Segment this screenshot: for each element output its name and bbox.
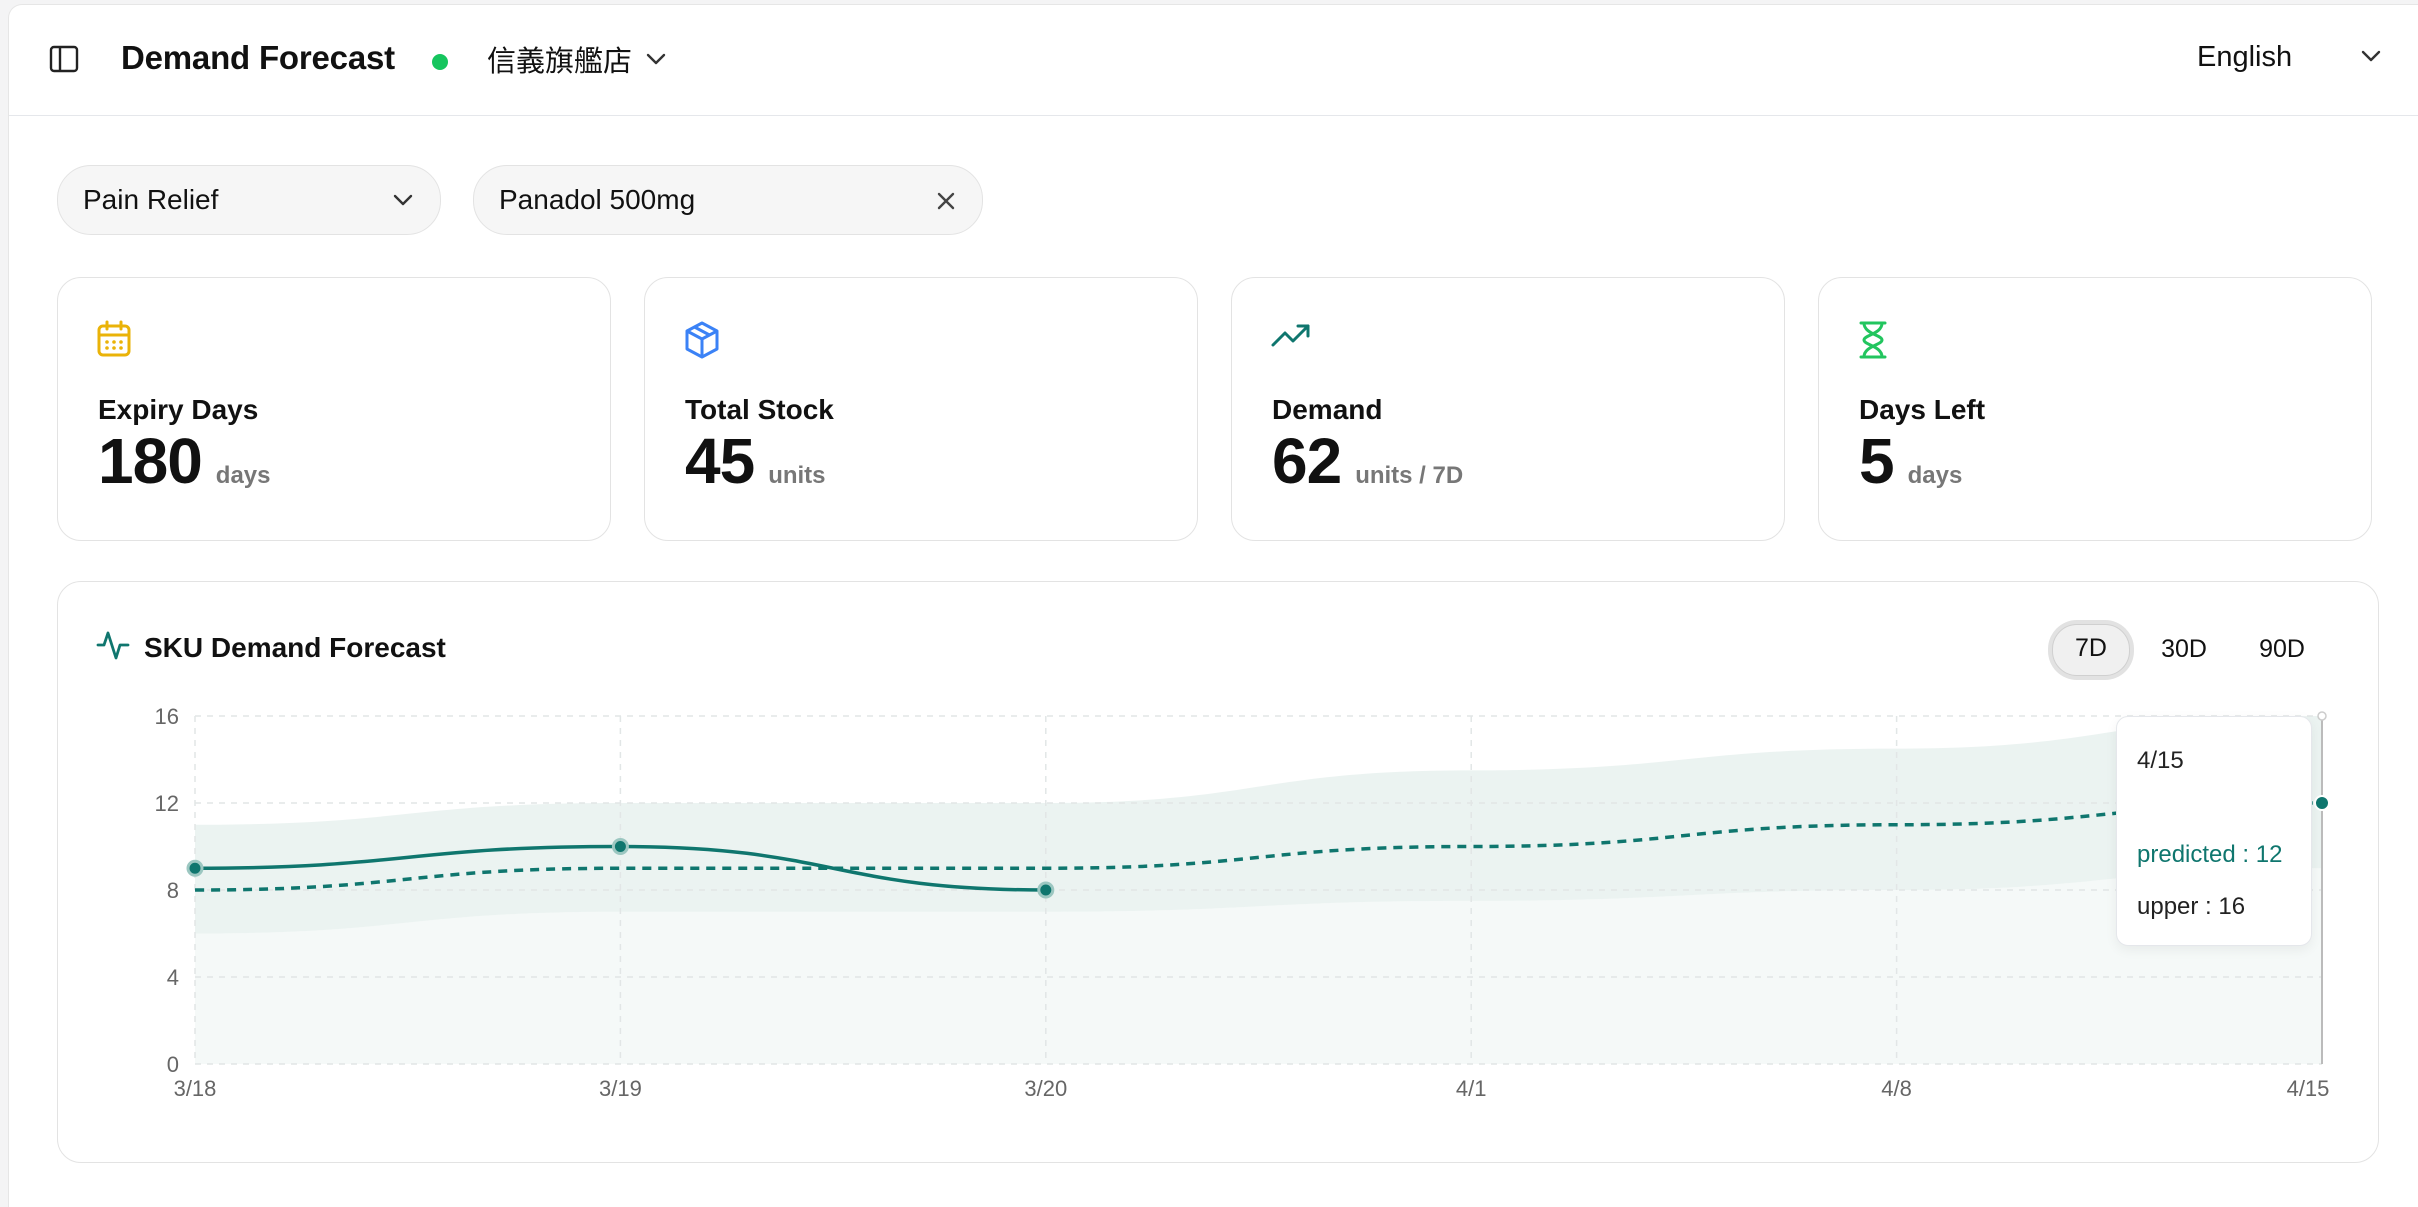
range-90d-button[interactable]: 90D xyxy=(2259,635,2305,663)
y-tick-label: 8 xyxy=(167,878,179,903)
actual-point xyxy=(186,859,204,877)
activity-icon xyxy=(96,628,130,667)
range-30d-button[interactable]: 30D xyxy=(2161,635,2207,663)
stat-card-expiry: Expiry Days 180 days xyxy=(57,277,611,541)
y-tick-label: 16 xyxy=(155,704,179,729)
x-tick-label: 4/8 xyxy=(1881,1076,1912,1101)
actual-point xyxy=(1037,881,1055,899)
y-tick-label: 12 xyxy=(155,791,179,816)
hourglass-icon xyxy=(1857,320,1889,365)
stat-title: Total Stock xyxy=(685,394,834,425)
stat-card-demand: Demand 62 units / 7D xyxy=(1231,277,1785,541)
store-status-dot xyxy=(432,54,448,70)
stat-unit: units / 7D xyxy=(1355,462,1464,489)
stat-title: Demand xyxy=(1272,394,1383,425)
stat-unit: days xyxy=(1907,462,1963,489)
top-bar: Demand Forecast 信義旗艦店 English xyxy=(9,5,2418,116)
y-tick-label: 4 xyxy=(167,965,179,990)
x-tick-label: 4/15 xyxy=(2287,1076,2330,1101)
language-label: English xyxy=(2197,41,2293,73)
store-selector[interactable]: 信義旗艦店 xyxy=(487,39,666,79)
x-tick-label: 4/1 xyxy=(1456,1076,1487,1101)
forecast-chart-card: SKU Demand Forecast 7D 30D 90D 0 4 8 12 16 3/… xyxy=(57,581,2379,1163)
store-name: 信義旗艦店 xyxy=(487,44,633,78)
chart-title: SKU Demand Forecast xyxy=(144,632,446,663)
stat-unit: units xyxy=(768,462,826,489)
sidebar-toggle-icon[interactable] xyxy=(49,45,79,73)
product-value: Panadol 500mg xyxy=(499,184,696,215)
app-window: Demand Forecast 信義旗艦店 English Pain Relie… xyxy=(8,4,2418,1207)
stat-value: 180 xyxy=(98,425,203,497)
stat-value: 62 xyxy=(1272,425,1342,497)
stat-card-days-left: Days Left 5 days xyxy=(1818,277,2372,541)
predicted-active-point xyxy=(2314,795,2330,811)
lower-area xyxy=(195,868,2322,1064)
trending-up-icon xyxy=(1270,320,1312,355)
stat-card-total-stock: Total Stock 45 units xyxy=(644,277,1198,541)
chevron-down-icon xyxy=(646,53,666,65)
chart-tooltip: 4/15 predicted : 12 upper : 16 xyxy=(2116,716,2312,946)
x-tick-label: 3/20 xyxy=(1024,1076,1067,1101)
stat-value: 45 xyxy=(685,425,755,497)
actual-point xyxy=(611,838,629,855)
x-tick-label: 3/19 xyxy=(599,1076,642,1101)
tooltip-date: 4/15 xyxy=(2137,747,2184,774)
chevron-down-icon xyxy=(2361,50,2381,62)
tooltip-predicted: predicted : 12 xyxy=(2137,841,2283,868)
stat-title: Days Left xyxy=(1859,394,1986,425)
stat-title: Expiry Days xyxy=(98,394,259,425)
y-tick-label: 0 xyxy=(167,1052,179,1077)
clear-icon[interactable] xyxy=(936,191,956,211)
category-value: Pain Relief xyxy=(83,184,219,215)
calendar-icon xyxy=(96,320,132,363)
range-7d-button[interactable]: 7D xyxy=(2052,624,2130,676)
category-select[interactable]: Pain Relief xyxy=(57,165,441,235)
confidence-band xyxy=(195,716,2322,934)
box-icon xyxy=(683,320,721,365)
tooltip-upper: upper : 16 xyxy=(2137,893,2246,920)
page-title: Demand Forecast xyxy=(121,39,395,76)
stat-unit: days xyxy=(215,462,271,489)
predicted-line xyxy=(194,801,2323,892)
product-select[interactable]: Panadol 500mg xyxy=(473,165,983,235)
stat-value: 5 xyxy=(1859,425,1895,497)
forecast-line-chart: 0 4 8 12 16 3/18 3/19 3/20 4/1 4/8 4/15 xyxy=(155,704,2330,1101)
language-selector[interactable]: English xyxy=(2189,39,2389,79)
upper-active-point xyxy=(2317,711,2327,721)
x-tick-label: 3/18 xyxy=(174,1076,217,1101)
chevron-down-icon xyxy=(393,194,413,206)
